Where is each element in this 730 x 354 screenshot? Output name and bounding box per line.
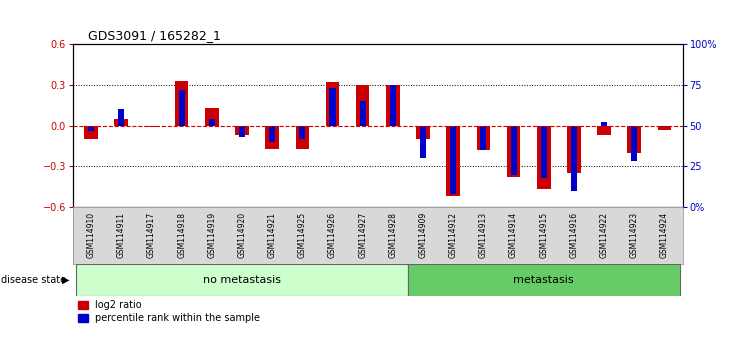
Bar bbox=[88, 126, 94, 131]
Bar bbox=[76, 264, 408, 296]
Bar bbox=[205, 108, 218, 126]
Text: GSM114923: GSM114923 bbox=[630, 212, 639, 258]
Bar bbox=[597, 126, 611, 135]
Bar bbox=[386, 85, 399, 126]
Text: GSM114921: GSM114921 bbox=[268, 212, 277, 258]
Bar bbox=[118, 109, 124, 126]
Bar bbox=[329, 88, 336, 126]
Bar bbox=[567, 126, 580, 173]
Bar bbox=[296, 126, 309, 149]
Text: GSM114928: GSM114928 bbox=[388, 212, 397, 258]
Text: GSM114927: GSM114927 bbox=[358, 212, 367, 258]
Bar bbox=[360, 101, 366, 126]
Bar bbox=[628, 126, 641, 153]
Text: GSM114922: GSM114922 bbox=[599, 212, 609, 258]
Bar bbox=[661, 126, 667, 127]
Text: GSM114913: GSM114913 bbox=[479, 212, 488, 258]
Bar bbox=[175, 81, 188, 126]
Bar bbox=[209, 119, 215, 126]
Bar bbox=[537, 126, 550, 189]
Text: GSM114909: GSM114909 bbox=[418, 212, 428, 258]
Text: GDS3091 / 165282_1: GDS3091 / 165282_1 bbox=[88, 29, 220, 42]
Bar bbox=[85, 126, 98, 139]
Bar bbox=[450, 126, 456, 194]
Bar bbox=[408, 264, 680, 296]
Bar bbox=[631, 126, 637, 161]
Bar bbox=[601, 122, 607, 126]
Text: no metastasis: no metastasis bbox=[203, 275, 281, 285]
Text: GSM114918: GSM114918 bbox=[177, 212, 186, 258]
Bar bbox=[239, 126, 245, 137]
Bar bbox=[571, 126, 577, 191]
Bar bbox=[420, 126, 426, 158]
Text: GSM114924: GSM114924 bbox=[660, 212, 669, 258]
Bar bbox=[541, 126, 547, 178]
Legend: log2 ratio, percentile rank within the sample: log2 ratio, percentile rank within the s… bbox=[78, 301, 261, 323]
Text: GSM114920: GSM114920 bbox=[237, 212, 247, 258]
Bar bbox=[507, 126, 520, 177]
Text: GSM114910: GSM114910 bbox=[87, 212, 96, 258]
Bar bbox=[390, 85, 396, 126]
Bar bbox=[115, 119, 128, 126]
Text: GSM114916: GSM114916 bbox=[569, 212, 578, 258]
Bar bbox=[416, 126, 430, 139]
Bar bbox=[179, 90, 185, 126]
Bar bbox=[480, 126, 486, 150]
Text: GSM114917: GSM114917 bbox=[147, 212, 156, 258]
Text: GSM114911: GSM114911 bbox=[117, 212, 126, 258]
Bar bbox=[269, 126, 275, 142]
Text: GSM114914: GSM114914 bbox=[509, 212, 518, 258]
Text: GSM114926: GSM114926 bbox=[328, 212, 337, 258]
Bar bbox=[266, 126, 279, 149]
Text: GSM114919: GSM114919 bbox=[207, 212, 216, 258]
Bar bbox=[447, 126, 460, 196]
Bar bbox=[235, 126, 249, 135]
Bar bbox=[299, 126, 305, 139]
Text: GSM114915: GSM114915 bbox=[539, 212, 548, 258]
Text: GSM114912: GSM114912 bbox=[449, 212, 458, 258]
Bar bbox=[356, 85, 369, 126]
Bar bbox=[145, 126, 158, 127]
Text: GSM114925: GSM114925 bbox=[298, 212, 307, 258]
Bar bbox=[510, 126, 517, 175]
Bar bbox=[658, 126, 671, 130]
Text: metastasis: metastasis bbox=[513, 275, 574, 285]
Bar bbox=[326, 82, 339, 126]
Text: ▶: ▶ bbox=[62, 275, 69, 285]
Bar bbox=[477, 126, 490, 150]
Text: disease state: disease state bbox=[1, 275, 66, 285]
